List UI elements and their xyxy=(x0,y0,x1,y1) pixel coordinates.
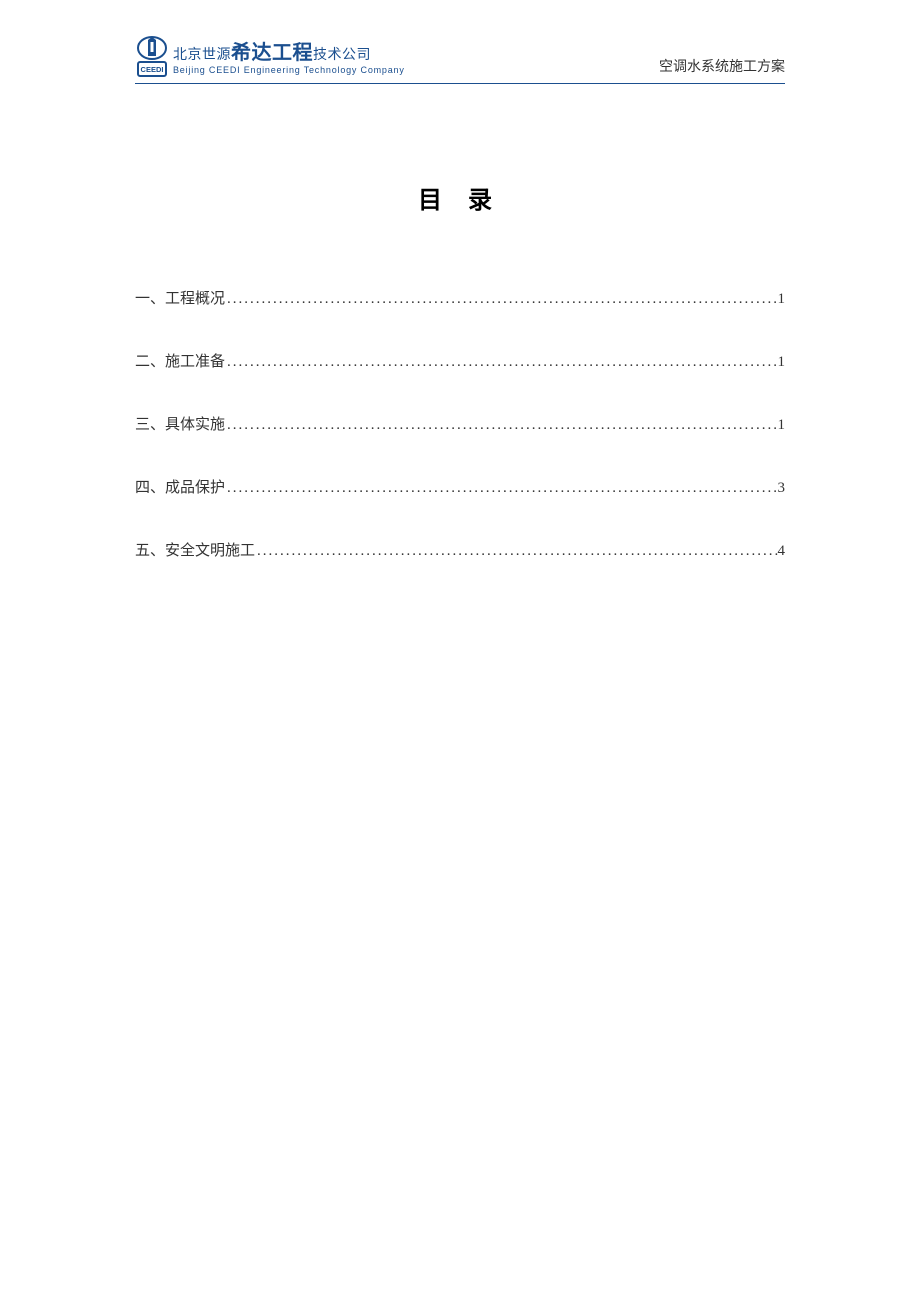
company-name: 北京世源希达工程技术公司 Beijing CEEDI Engineering T… xyxy=(173,41,405,76)
toc-entry-page: 3 xyxy=(778,480,786,497)
page-content: 目 录 一、工程概况 1 二、施工准备 1 三、具体实施 1 四、成品保护 3 … xyxy=(135,180,785,560)
company-name-cn-suffix: 技术公司 xyxy=(313,46,371,62)
company-name-en: Beijing CEEDI Engineering Technology Com… xyxy=(173,65,405,76)
toc-leader-dots xyxy=(255,543,777,560)
toc-entry-page: 4 xyxy=(778,543,786,560)
toc-leader-dots xyxy=(225,480,777,497)
toc-entry-label: 五、安全文明施工 xyxy=(135,539,255,560)
toc-entry-label: 四、成品保护 xyxy=(135,476,225,497)
toc-entry-page: 1 xyxy=(778,291,786,308)
toc-entry: 三、具体实施 1 xyxy=(135,413,785,434)
toc-entry: 四、成品保护 3 xyxy=(135,476,785,497)
toc-entry-label: 二、施工准备 xyxy=(135,350,225,371)
company-name-cn-prefix: 北京世源 xyxy=(173,46,231,62)
toc-entry: 一、工程概况 1 xyxy=(135,287,785,308)
toc-entry: 五、安全文明施工 4 xyxy=(135,539,785,560)
toc-entry-page: 1 xyxy=(778,354,786,371)
toc-leader-dots xyxy=(225,354,777,371)
toc-leader-dots xyxy=(225,291,777,308)
toc-entry-label: 一、工程概况 xyxy=(135,287,225,308)
toc-entry-page: 1 xyxy=(778,417,786,434)
ceedi-logo-icon: CEEDI xyxy=(135,36,169,80)
page-header: CEEDI 北京世源希达工程技术公司 Beijing CEEDI Enginee… xyxy=(135,28,785,84)
toc-heading: 目 录 xyxy=(135,180,785,215)
toc-entry-label: 三、具体实施 xyxy=(135,413,225,434)
ceedi-logo-text: CEEDI xyxy=(141,65,164,74)
toc-entry: 二、施工准备 1 xyxy=(135,350,785,371)
company-logo: CEEDI 北京世源希达工程技术公司 Beijing CEEDI Enginee… xyxy=(135,36,405,80)
company-name-cn-main: 希达工程 xyxy=(231,42,313,64)
toc-list: 一、工程概况 1 二、施工准备 1 三、具体实施 1 四、成品保护 3 五、安全… xyxy=(135,287,785,560)
document-title: 空调水系统施工方案 xyxy=(659,56,785,80)
company-name-cn: 北京世源希达工程技术公司 xyxy=(173,41,405,65)
toc-leader-dots xyxy=(225,417,777,434)
